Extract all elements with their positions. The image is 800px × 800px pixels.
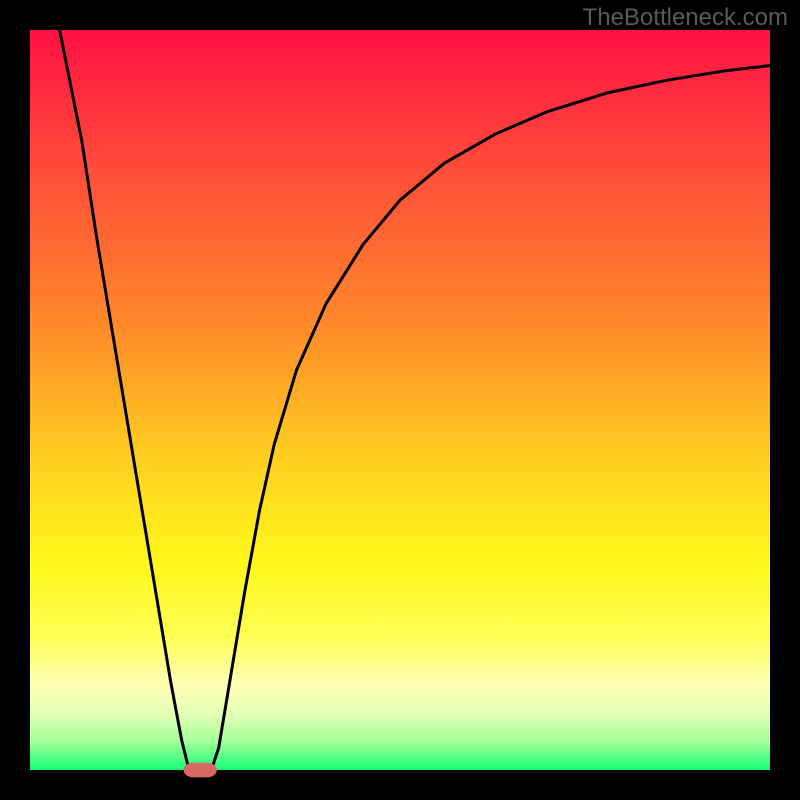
optimum-marker: [184, 763, 217, 778]
plot-background: [30, 30, 770, 770]
watermark-text: TheBottleneck.com: [583, 4, 788, 32]
chart-container: { "watermark": { "text": "TheBottleneck.…: [0, 0, 800, 800]
bottleneck-chart: [0, 0, 800, 800]
